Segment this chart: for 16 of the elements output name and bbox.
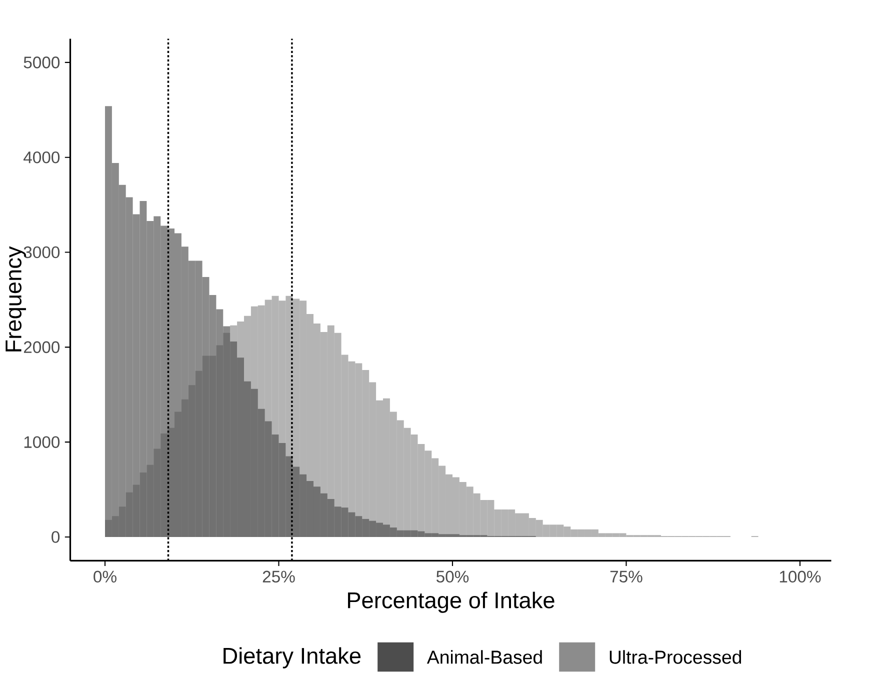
legend-label: Animal-Based — [426, 650, 542, 664]
y-tick-label: 5000 — [24, 56, 60, 68]
x-axis-title: Percentage of Intake — [348, 592, 554, 613]
x-tick-label: 0% — [94, 570, 116, 583]
y-tick-label: 0 — [52, 531, 60, 543]
y-tick-label: 2000 — [24, 341, 60, 354]
x-tick-label: 25% — [262, 570, 295, 583]
x-tick-label: 100% — [780, 570, 821, 583]
y-axis-title: Frequency — [6, 246, 26, 352]
x-tick-label: 50% — [436, 570, 469, 583]
legend-label: Ultra-Processed — [610, 650, 742, 664]
x-tick-label: 75% — [610, 570, 642, 582]
y-tick-label: 3000 — [24, 246, 60, 258]
y-tick-label: 1000 — [24, 436, 60, 448]
legend-title: Dietary Intake — [224, 647, 361, 668]
y-tick-label: 4000 — [24, 151, 60, 164]
